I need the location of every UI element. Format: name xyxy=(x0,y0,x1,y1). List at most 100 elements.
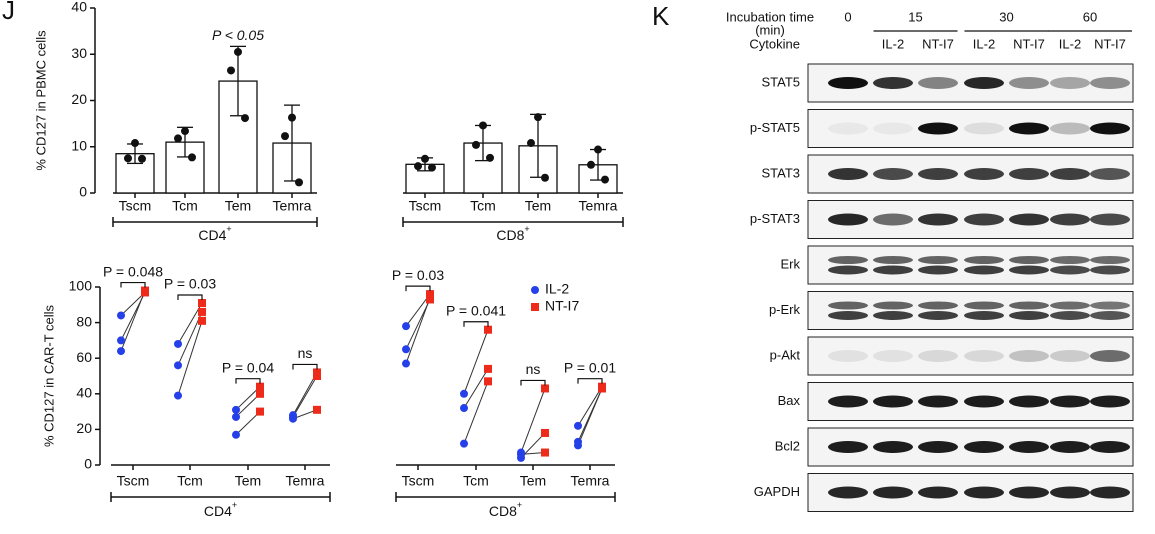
data-point xyxy=(534,113,542,122)
data-point xyxy=(428,163,436,172)
data-point xyxy=(198,307,206,316)
cytokine-label: IL-2 xyxy=(973,36,995,51)
data-point xyxy=(460,404,468,413)
x-tick-label: Temra xyxy=(273,198,312,214)
blot-strip xyxy=(807,245,1134,285)
band xyxy=(1090,256,1130,264)
pair-line xyxy=(577,388,603,446)
band xyxy=(1090,213,1130,226)
band xyxy=(873,486,913,499)
legend-label: IL-2 xyxy=(545,281,569,297)
data-point xyxy=(256,407,264,416)
band xyxy=(964,122,1004,135)
band xyxy=(1050,213,1090,226)
y-tick-label: 20 xyxy=(71,91,87,107)
band xyxy=(828,168,868,180)
data-point xyxy=(484,377,492,386)
data-point xyxy=(587,160,595,169)
header-label: Cytokine xyxy=(749,36,800,51)
data-point xyxy=(141,286,149,295)
x-tick-label: Tscm xyxy=(409,198,442,214)
band xyxy=(1090,265,1130,275)
group-label: CD4+ xyxy=(198,224,231,242)
legend-label: NT-I7 xyxy=(545,298,579,314)
group-superscript: + xyxy=(232,500,237,510)
data-point xyxy=(174,134,182,143)
group-label: CD4+ xyxy=(204,500,237,518)
group-superscript: + xyxy=(524,224,529,234)
significance-bracket xyxy=(292,363,318,370)
data-point xyxy=(313,372,321,380)
row-label: GAPDH xyxy=(754,484,800,499)
legend-marker xyxy=(531,286,539,294)
group-label: CD8+ xyxy=(489,500,522,518)
row-label: p-Akt xyxy=(770,347,801,362)
row-label: STAT3 xyxy=(761,165,800,180)
y-tick-label: 60 xyxy=(76,349,92,365)
band xyxy=(964,311,1004,320)
band xyxy=(1009,122,1049,135)
data-point xyxy=(313,405,321,414)
band xyxy=(1050,168,1090,180)
band xyxy=(1050,265,1090,275)
x-tick-label: Tscm xyxy=(402,473,435,489)
band xyxy=(1090,168,1130,180)
band xyxy=(918,350,958,362)
band xyxy=(873,395,913,408)
band xyxy=(828,350,868,362)
header-label: Incubation time xyxy=(726,9,814,24)
band xyxy=(1090,311,1130,320)
band xyxy=(873,77,913,89)
band xyxy=(1009,265,1049,275)
band xyxy=(1050,256,1090,264)
data-point xyxy=(541,448,549,457)
band xyxy=(964,441,1004,453)
row-label: Bcl2 xyxy=(775,438,800,453)
annotation: P = 0.041 xyxy=(446,302,506,318)
data-point xyxy=(541,428,549,437)
band xyxy=(964,395,1004,408)
row-label: p-Erk xyxy=(769,302,801,317)
data-point xyxy=(234,47,242,56)
x-tick-label: Tem xyxy=(525,198,551,214)
data-point xyxy=(594,145,602,154)
pair-line xyxy=(120,290,146,352)
annotation: ns xyxy=(298,345,313,361)
data-point xyxy=(484,325,492,334)
annotation: P = 0.01 xyxy=(564,359,617,375)
data-point xyxy=(117,347,125,356)
pair-line xyxy=(405,297,431,364)
y-tick-label: 80 xyxy=(76,313,92,329)
band xyxy=(1090,350,1130,362)
annotation: P = 0.03 xyxy=(392,267,445,283)
data-point xyxy=(256,389,264,398)
cytokine-label: NT-I7 xyxy=(922,36,954,51)
panel-label: J xyxy=(2,0,15,25)
band xyxy=(828,265,868,275)
band xyxy=(828,256,868,264)
band xyxy=(873,168,913,180)
y-tick-label: 0 xyxy=(84,456,92,472)
significance-bracket xyxy=(463,321,489,327)
data-point xyxy=(601,175,609,184)
data-point xyxy=(232,430,240,439)
data-point xyxy=(131,139,139,148)
data-point xyxy=(402,345,410,354)
pair-line xyxy=(463,329,489,394)
cytokine-label: NT-I7 xyxy=(1013,36,1045,51)
band xyxy=(1050,301,1090,310)
band xyxy=(873,122,913,135)
data-point xyxy=(414,162,422,171)
group-superscript: + xyxy=(517,500,522,510)
y-axis-label: % CD127 in CAR-T cells xyxy=(41,304,56,447)
band xyxy=(918,256,958,264)
band xyxy=(1090,301,1130,310)
significance-bracket xyxy=(120,281,146,288)
significance-bracket xyxy=(577,378,603,384)
data-point xyxy=(174,339,182,348)
panel-label: K xyxy=(652,1,670,31)
band xyxy=(828,301,868,310)
pair-line xyxy=(463,368,489,409)
x-tick-label: Temra xyxy=(571,473,610,489)
band xyxy=(1050,486,1090,499)
